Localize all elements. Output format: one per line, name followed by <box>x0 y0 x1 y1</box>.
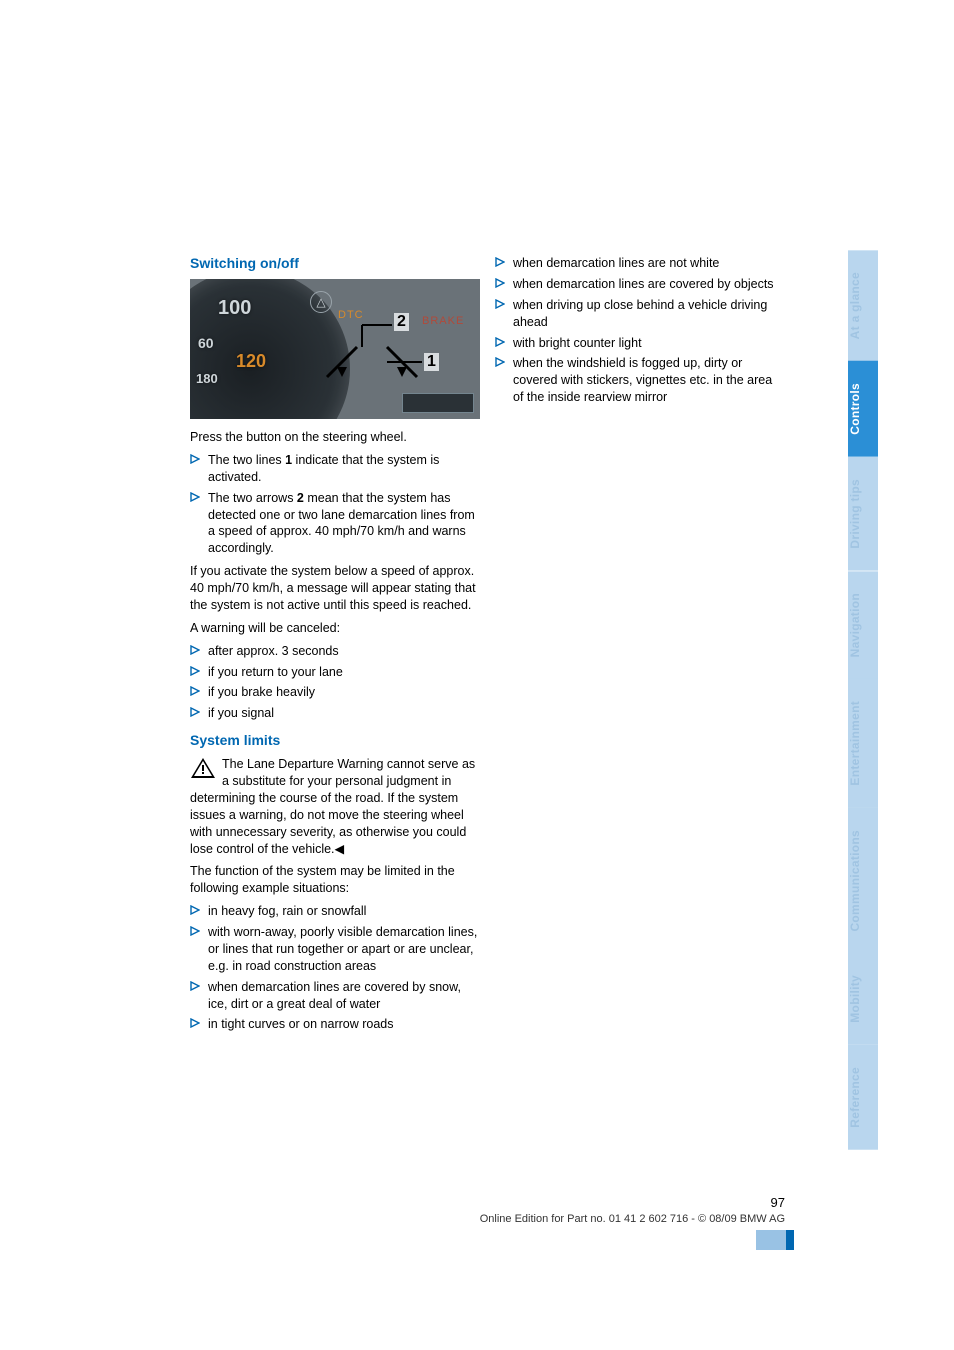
list-item: if you return to your lane <box>190 664 480 681</box>
list-item: after approx. 3 seconds <box>190 643 480 660</box>
callout-1: 1 <box>424 353 439 371</box>
dial-num-120: 120 <box>236 351 266 372</box>
list-item-text: after approx. 3 seconds <box>208 643 480 660</box>
list-item: The two lines 1 indicate that the system… <box>190 452 480 486</box>
right-column: when demarcation lines are not white when… <box>495 255 785 410</box>
list-item-text: The two lines 1 indicate that the system… <box>208 452 480 486</box>
list-item-text: with bright counter light <box>513 335 785 352</box>
page-root: Switching on/off 100 60 120 180 △ DTC BR… <box>0 0 954 1350</box>
triangle-bullet-icon <box>495 276 513 288</box>
list-item-text: when driving up close behind a vehicle d… <box>513 297 785 331</box>
triangle-bullet-icon <box>495 255 513 267</box>
list-item: if you brake heavily <box>190 684 480 701</box>
dial-num-60: 60 <box>198 335 214 351</box>
list-item: when driving up close behind a vehicle d… <box>495 297 785 331</box>
list-item: with worn-away, poorly visible demarcati… <box>190 924 480 975</box>
list-item: when demarcation lines are covered by ob… <box>495 276 785 293</box>
triangle-bullet-icon <box>190 924 208 936</box>
footer-bar-accent <box>786 1230 794 1250</box>
list-item-text: if you return to your lane <box>208 664 480 681</box>
list-item: when demarcation lines are covered by sn… <box>190 979 480 1013</box>
triangle-bullet-icon <box>190 664 208 676</box>
callout-lines-icon <box>302 307 452 397</box>
triangle-bullet-icon <box>495 335 513 347</box>
triangle-bullet-icon <box>190 684 208 696</box>
para-function-limited: The function of the system may be limite… <box>190 863 480 897</box>
tab-mobility[interactable]: Mobility <box>848 953 878 1045</box>
callout-2: 2 <box>394 313 409 331</box>
tab-controls[interactable]: Controls <box>848 361 878 457</box>
list-item-text: if you signal <box>208 705 480 722</box>
list-item: with bright counter light <box>495 335 785 352</box>
list-indicators: The two lines 1 indicate that the system… <box>190 452 480 557</box>
list-right: when demarcation lines are not white when… <box>495 255 785 406</box>
list-item-text: with worn-away, poorly visible demarcati… <box>208 924 480 975</box>
heading-switching: Switching on/off <box>190 255 480 271</box>
footer-bar <box>756 1230 794 1250</box>
triangle-bullet-icon <box>495 355 513 367</box>
left-inner: Switching on/off 100 60 120 180 △ DTC BR… <box>190 255 480 1033</box>
footer-edition-line: Online Edition for Part no. 01 41 2 602 … <box>190 1213 785 1225</box>
tab-at-a-glance[interactable]: At a glance <box>848 250 878 361</box>
triangle-bullet-icon <box>190 979 208 991</box>
para-cancel: A warning will be canceled: <box>190 620 480 637</box>
list-item: if you signal <box>190 705 480 722</box>
list-item-text: in heavy fog, rain or snowfall <box>208 903 480 920</box>
triangle-bullet-icon <box>495 297 513 309</box>
list-item: in heavy fog, rain or snowfall <box>190 903 480 920</box>
tab-navigation[interactable]: Navigation <box>848 571 878 679</box>
list-item-text: when demarcation lines are covered by sn… <box>208 979 480 1013</box>
dash-clock-box <box>402 393 474 413</box>
list-item-text: when demarcation lines are not white <box>513 255 785 272</box>
dial-num-100: 100 <box>218 297 251 320</box>
list-cancel: after approx. 3 seconds if you return to … <box>190 643 480 723</box>
callout-overlay: 2 1 <box>302 307 452 397</box>
triangle-bullet-icon <box>190 903 208 915</box>
warning-text: The Lane Departure Warning cannot serve … <box>190 757 475 855</box>
warning-paragraph: The Lane Departure Warning cannot serve … <box>190 756 480 857</box>
warning-triangle-icon <box>190 757 216 784</box>
list-item-text: when demarcation lines are covered by ob… <box>513 276 785 293</box>
triangle-bullet-icon <box>190 643 208 655</box>
side-tabs: At a glanceControlsDriving tipsNavigatio… <box>848 250 878 1150</box>
list-item-text: The two arrows 2 mean that the system ha… <box>208 490 480 558</box>
dashboard-image: 100 60 120 180 △ DTC BRAKE <box>190 279 480 419</box>
para-press-button: Press the button on the steering wheel. <box>190 429 480 446</box>
triangle-bullet-icon <box>190 705 208 717</box>
triangle-bullet-icon <box>190 490 208 502</box>
list-item-text: when the windshield is fogged up, dirty … <box>513 355 785 406</box>
list-item-text: if you brake heavily <box>208 684 480 701</box>
tab-communications[interactable]: Communications <box>848 808 878 954</box>
list-item: in tight curves or on narrow roads <box>190 1016 480 1033</box>
tab-reference[interactable]: Reference <box>848 1045 878 1150</box>
list-item: when demarcation lines are not white <box>495 255 785 272</box>
list-item-text: in tight curves or on narrow roads <box>208 1016 480 1033</box>
triangle-bullet-icon <box>190 1016 208 1028</box>
para-activate: If you activate the system below a speed… <box>190 563 480 614</box>
list-item: The two arrows 2 mean that the system ha… <box>190 490 480 558</box>
list-item: when the windshield is fogged up, dirty … <box>495 355 785 406</box>
tab-driving-tips[interactable]: Driving tips <box>848 457 878 571</box>
list-limits: in heavy fog, rain or snowfall with worn-… <box>190 903 480 1033</box>
page-number: 97 <box>190 1195 785 1210</box>
footer: 97 Online Edition for Part no. 01 41 2 6… <box>190 1195 785 1225</box>
heading-system-limits: System limits <box>190 732 480 748</box>
triangle-bullet-icon <box>190 452 208 464</box>
dial-num-180: 180 <box>196 371 218 386</box>
tab-entertainment[interactable]: Entertainment <box>848 679 878 808</box>
